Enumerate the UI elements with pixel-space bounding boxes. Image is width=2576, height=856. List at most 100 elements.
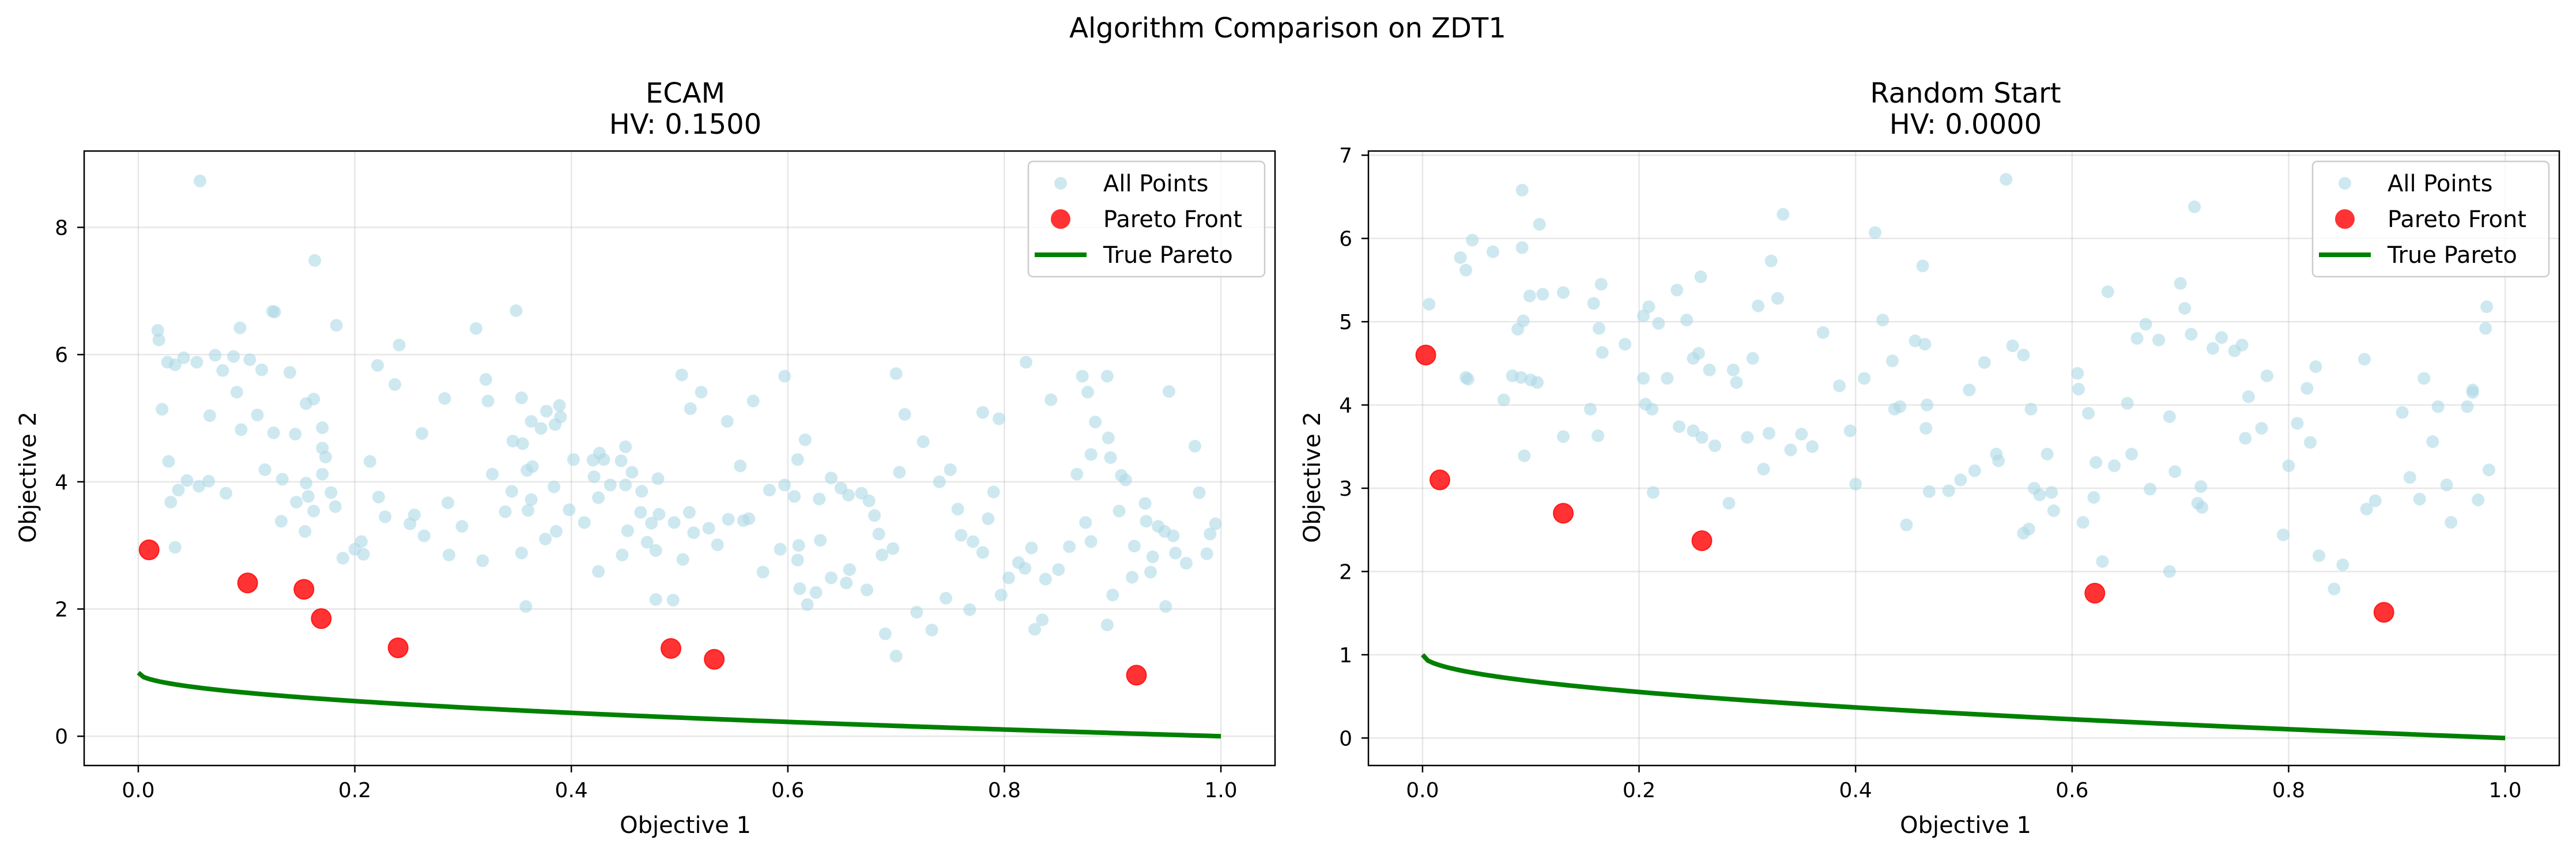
all-points-marker [578,516,591,529]
all-points-marker [721,414,734,428]
all-points-marker [872,527,885,541]
all-points-marker [2239,432,2252,445]
all-points-marker [329,500,342,513]
all-points-marker [619,440,632,454]
all-points-marker [283,366,296,379]
all-points-marker [625,466,639,479]
y-tick-label: 2 [1339,560,1352,584]
all-points-marker [955,529,968,542]
all-points-marker [515,391,528,405]
all-points-marker [2480,300,2494,314]
legend-entry-label: True Pareto [1103,242,1233,269]
all-points-marker [614,454,628,467]
all-points-marker [2426,435,2439,448]
all-points-marker [336,552,349,565]
all-points-marker [301,490,315,503]
all-points-marker [586,454,599,467]
all-points-marker [1209,517,1222,530]
all-points-marker [774,542,787,556]
y-tick-label: 0 [1339,727,1352,751]
all-points-marker [635,485,648,498]
all-points-marker [1039,572,1052,586]
series-pareto-front [1415,344,2394,623]
all-points-marker [675,368,688,382]
all-points-marker [1673,420,1686,433]
all-points-marker [290,496,303,509]
all-points-marker [156,403,169,416]
x-tick-label: 0.4 [1839,779,1872,802]
all-points-marker [2472,493,2485,507]
all-points-marker [1102,431,1115,444]
all-points-marker [809,586,823,599]
all-points-marker [1637,372,1650,385]
panel-title-line2: HV: 0.1500 [609,108,761,141]
all-points-marker [684,402,697,415]
y-tick-label: 1 [1339,644,1352,668]
all-points-marker [522,504,535,517]
all-points-marker [276,473,289,486]
all-points-marker [1722,497,1736,510]
axes-frame [83,150,1276,767]
all-points-marker [940,591,953,605]
all-points-marker [814,534,827,547]
x-tick-label: 0.2 [338,779,371,802]
all-points-marker [1070,467,1084,481]
all-points-marker [951,503,964,516]
all-points-marker [1459,263,1473,277]
all-points-marker [1019,561,1032,575]
pareto-front-marker [311,608,332,629]
x-tick-label: 0.0 [1406,779,1439,802]
all-points-marker [746,394,760,408]
y-tick-label: 8 [55,216,68,240]
all-points-marker [2041,447,2054,461]
all-points-marker [788,490,801,503]
pareto-front-marker [1429,469,1450,491]
all-points-marker [1179,557,1193,570]
x-axis-label: Objective 1 [620,812,751,839]
all-points-marker [1204,527,1217,541]
all-points-marker [976,406,989,419]
all-points-marker [274,515,288,528]
all-points-marker [2139,318,2152,331]
all-points-marker [2206,342,2219,355]
all-points-marker [1909,334,1922,348]
all-points-marker [1593,322,1606,335]
all-points-marker [1741,431,1754,444]
all-points-marker [316,421,329,435]
legend-entry-label: All Points [2388,171,2492,197]
all-points-marker [2194,480,2208,493]
all-points-marker [151,324,164,337]
all-points-marker [1703,363,1716,376]
all-points-marker [1942,484,1955,497]
all-points-marker [506,435,519,448]
plot-area: 0.0 0.2 0.4 0.6 0.8 1.0 0 2 4 6 8 All Points Pareto … [55,150,1276,802]
all-points-marker [2163,565,2176,578]
all-points-marker [2360,503,2373,516]
all-points-marker [1200,547,1213,560]
all-points-marker [1533,218,1546,231]
all-points-marker [1816,326,1830,339]
all-points-marker [2121,397,2134,410]
all-points-marker [2125,447,2139,461]
all-points-marker [791,453,804,466]
legend-pareto-front-marker [2335,209,2355,229]
all-points-marker [1661,372,1674,385]
all-points-marker [976,546,989,559]
y-axis-label: Objective 2 [15,412,42,543]
all-points-marker [372,491,385,504]
all-points-marker [519,600,533,613]
all-points-marker [798,433,812,446]
all-points-marker [1968,464,1981,477]
all-points-marker [592,565,605,578]
y-tick-label: 0 [55,725,68,749]
all-points-marker [1423,297,1436,311]
series-all-points [151,174,1222,663]
all-points-marker [193,174,206,187]
all-points-marker [2277,528,2290,541]
all-points-marker [455,520,469,533]
all-points-marker [1992,454,2005,467]
all-points-marker [255,363,269,376]
all-points-marker [1514,371,1528,384]
all-points-marker [553,399,566,412]
all-points-marker [2090,456,2103,469]
